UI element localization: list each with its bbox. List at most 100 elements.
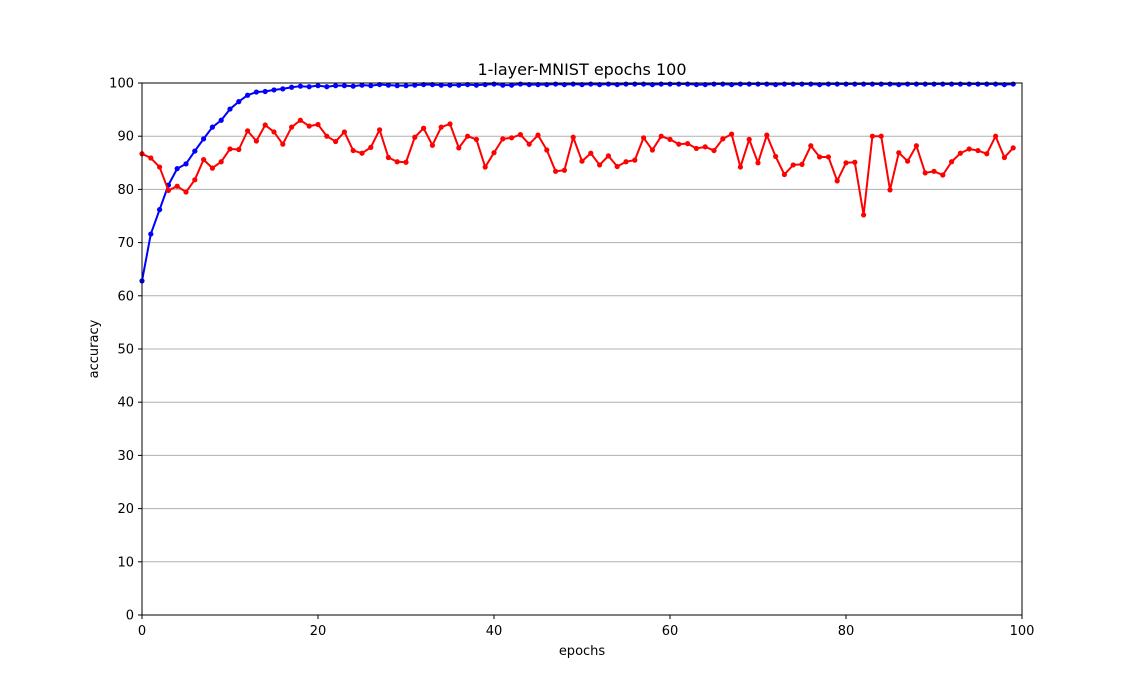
data-point	[412, 134, 418, 140]
y-tick-label: 10	[117, 555, 134, 570]
x-axis-label: epochs	[559, 644, 606, 659]
data-point	[711, 147, 717, 154]
data-point	[676, 81, 682, 87]
data-point	[667, 81, 673, 87]
data-point	[1010, 145, 1016, 151]
data-point	[253, 89, 259, 95]
data-point	[720, 136, 726, 142]
data-point	[588, 150, 594, 156]
data-point	[1010, 81, 1016, 87]
data-point	[553, 168, 559, 174]
data-point	[773, 153, 779, 160]
data-point	[297, 117, 303, 123]
data-point	[500, 82, 506, 88]
data-point	[491, 150, 497, 156]
data-point	[394, 83, 400, 89]
data-point	[641, 81, 647, 87]
y-tick-label: 100	[109, 77, 134, 92]
data-point	[869, 133, 876, 139]
data-point	[526, 141, 532, 147]
data-point	[236, 146, 242, 153]
data-point	[993, 81, 999, 87]
data-point	[623, 81, 629, 87]
data-point	[746, 81, 752, 87]
data-point	[861, 81, 867, 87]
data-point	[931, 168, 937, 174]
data-point	[157, 207, 163, 213]
data-point	[905, 158, 911, 164]
data-point	[843, 81, 849, 87]
data-point	[368, 83, 374, 89]
x-axis-ticks: 0 20 40 60 80 100	[138, 615, 1035, 639]
data-point	[605, 153, 612, 159]
data-point	[940, 172, 946, 178]
data-point	[201, 157, 207, 163]
data-point	[306, 84, 312, 90]
x-tick-label: 60	[662, 624, 679, 639]
data-point	[315, 83, 321, 89]
data-point	[385, 154, 391, 161]
data-point	[825, 81, 832, 87]
data-point	[922, 81, 928, 87]
data-point	[447, 82, 453, 88]
data-point	[174, 166, 180, 172]
data-point	[685, 141, 691, 147]
data-point	[297, 83, 303, 89]
data-point	[262, 88, 268, 95]
data-point	[878, 81, 884, 87]
data-point	[834, 81, 840, 87]
data-point	[509, 135, 515, 141]
data-point	[157, 164, 163, 170]
data-point	[218, 117, 224, 123]
data-point	[658, 133, 664, 139]
data-point	[491, 81, 497, 87]
data-point	[825, 154, 832, 160]
data-point	[790, 162, 796, 168]
data-point	[896, 150, 902, 156]
data-point	[984, 81, 990, 87]
data-point	[245, 92, 251, 98]
data-point	[377, 127, 383, 133]
data-point	[764, 132, 770, 138]
data-point	[931, 81, 937, 87]
data-point	[245, 128, 251, 134]
data-point	[227, 146, 233, 152]
data-point	[350, 83, 356, 89]
data-point	[975, 81, 981, 87]
data-point	[421, 125, 427, 131]
data-point	[473, 136, 479, 142]
y-tick-label: 60	[117, 289, 134, 304]
data-point	[957, 150, 964, 156]
data-point	[658, 81, 664, 87]
x-tick-label: 100	[1010, 624, 1035, 639]
data-point	[500, 136, 506, 142]
data-point	[940, 81, 946, 87]
data-point	[852, 81, 858, 87]
data-point	[333, 83, 339, 89]
data-point	[993, 133, 999, 139]
data-point	[913, 143, 920, 149]
data-point	[359, 82, 365, 88]
data-point	[781, 81, 788, 87]
data-point	[262, 122, 268, 128]
data-point	[861, 212, 867, 218]
data-point	[517, 132, 524, 138]
data-point	[341, 83, 347, 89]
data-point	[429, 142, 435, 148]
y-tick-label: 90	[117, 130, 134, 145]
data-point	[632, 157, 638, 163]
data-point	[412, 82, 418, 88]
data-point	[834, 178, 840, 184]
data-point	[817, 154, 823, 160]
data-point	[324, 84, 330, 90]
data-point	[218, 159, 224, 165]
data-point	[966, 81, 972, 87]
data-point	[438, 124, 444, 130]
data-point	[192, 148, 198, 154]
y-tick-label: 40	[117, 396, 134, 411]
data-point	[465, 133, 471, 139]
data-point	[174, 183, 180, 189]
data-point	[746, 136, 752, 142]
